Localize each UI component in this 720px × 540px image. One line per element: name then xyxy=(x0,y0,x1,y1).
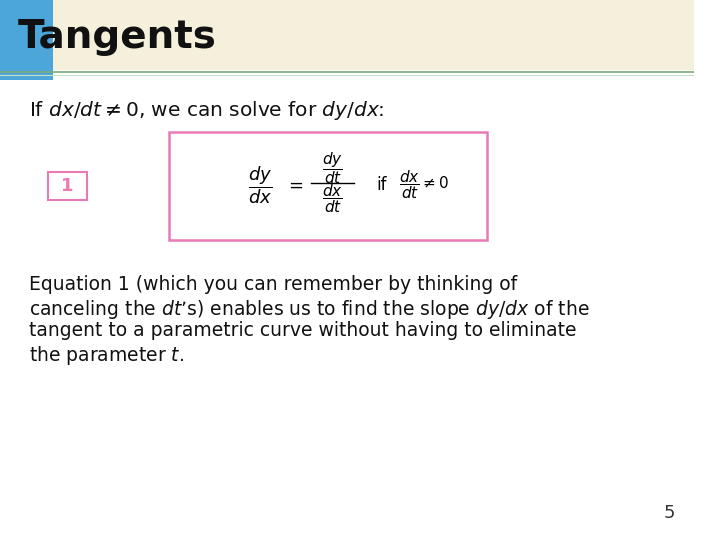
Text: $\dfrac{dy}{dt}$: $\dfrac{dy}{dt}$ xyxy=(323,150,343,186)
Text: Equation 1 (which you can remember by thinking of: Equation 1 (which you can remember by th… xyxy=(29,275,517,294)
Text: tangent to a parametric curve without having to eliminate: tangent to a parametric curve without ha… xyxy=(29,321,577,340)
Text: the parameter $t$.: the parameter $t$. xyxy=(29,344,184,367)
Text: $\dfrac{dx}{dt} \neq 0$: $\dfrac{dx}{dt} \neq 0$ xyxy=(400,168,449,201)
Text: $\dfrac{dy}{dx}$: $\dfrac{dy}{dx}$ xyxy=(248,164,272,206)
Text: $=$: $=$ xyxy=(285,176,303,194)
Text: 5: 5 xyxy=(663,504,675,522)
FancyBboxPatch shape xyxy=(0,0,694,70)
Text: Tangents: Tangents xyxy=(17,18,216,56)
Text: if: if xyxy=(376,176,387,194)
Text: canceling the $dt$’s) enables us to find the slope $dy/dx$ of the: canceling the $dt$’s) enables us to find… xyxy=(29,298,590,321)
Text: 1: 1 xyxy=(61,177,73,195)
Bar xyxy=(0,0,53,80)
FancyBboxPatch shape xyxy=(168,132,487,240)
FancyBboxPatch shape xyxy=(48,172,87,200)
Text: If $dx/dt \neq 0$, we can solve for $dy/dx$:: If $dx/dt \neq 0$, we can solve for $dy/… xyxy=(29,98,384,122)
Text: $\dfrac{dx}{dt}$: $\dfrac{dx}{dt}$ xyxy=(323,183,343,215)
